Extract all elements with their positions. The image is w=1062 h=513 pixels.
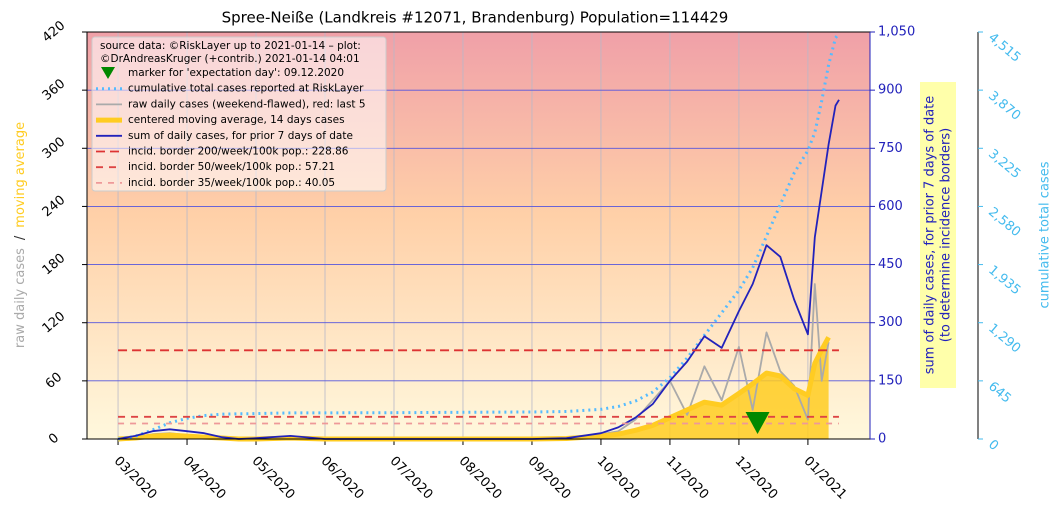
y-tick-label: 120 [40,309,69,336]
y2-tick-label: 600 [878,199,903,214]
y2-tick-label: 750 [878,141,903,156]
legend-label: sum of daily cases, for prior 7 days of … [128,130,353,142]
y3-tick-label: 3,225 [985,147,1023,182]
x-tick-label: 03/2020 [111,454,160,503]
chart-title: Spree-Neiße (Landkreis #12071, Brandenbu… [222,9,729,27]
y2-axis-label: (to determine incidence borders) [939,128,954,343]
y2-axis-label: sum of daily cases, for prior 7 days of … [923,96,938,375]
y3-axis-label: cumulative total cases [1038,161,1053,308]
y-tick-label: 60 [43,370,65,392]
expectation-marker [745,412,770,434]
y-tick-label: 300 [40,135,69,162]
y3-tick-label: 1,290 [985,321,1023,356]
y3-tick-label: 1,935 [985,263,1023,298]
y-tick-label: 180 [40,251,69,278]
y2-tick-label: 150 [878,373,903,388]
y-tick-label: 240 [40,193,69,220]
legend-label: centered moving average, 14 days cases [128,114,345,126]
legend: source data: ©RiskLayer up to 2021-01-14… [91,36,387,192]
y2-label-box [920,82,956,388]
x-tick-label: 09/2020 [525,454,574,503]
legend-box [91,36,387,192]
y-axis-label: raw daily cases / moving average [13,122,28,348]
legend-label: incid. border 35/week/100k pop.: 40.05 [128,177,335,189]
x-tick-label: 07/2020 [387,454,436,503]
legend-label: marker for 'expectation day': 09.12.2020 [128,67,344,79]
x-tick-label: 06/2020 [318,454,367,503]
x-tick-label: 01/2021 [801,454,850,503]
legend-label: incid. border 200/week/100k pop.: 228.86 [128,146,349,158]
y3-tick-label: 645 [985,379,1014,406]
series-line [117,32,841,441]
x-tick-label: 08/2020 [456,454,505,503]
y3-tick-label: 3,870 [985,88,1023,123]
y-label-raw: raw daily cases [13,248,28,348]
y-label-sep: / [13,235,28,240]
x-tick-label: 12/2020 [732,454,781,503]
y-label-ma: moving average [13,122,28,228]
y3-tick-label: 2,580 [985,205,1023,240]
x-tick-label: 04/2020 [180,454,229,503]
legend-label: incid. border 50/week/100k pop.: 57.21 [128,161,335,173]
legend-marker-symbol [101,67,115,79]
y2-tick-label: 300 [878,315,903,330]
y3-tick-label: 4,515 [985,30,1023,65]
y2-tick-label: 900 [878,83,903,98]
y-tick-label: 360 [40,76,69,103]
legend-label: raw daily cases (weekend-flawed), red: l… [128,98,366,110]
x-tick-label: 11/2020 [663,454,712,503]
y-tick-label: 420 [40,18,69,45]
legend-source: source data: ©RiskLayer up to 2021-01-14… [100,40,361,52]
y-tick-label: 0 [46,431,62,448]
y3-tick-label: 0 [985,437,1001,454]
y2-tick-label: 450 [878,257,903,272]
x-tick-label: 05/2020 [249,454,298,503]
y2-tick-label: 1,050 [878,25,915,40]
legend-source: ©DrAndreasKruger (+contrib.) 2021-01-14 … [100,53,360,65]
x-tick-label: 10/2020 [594,454,643,503]
legend-label: cumulative total cases reported at RiskL… [128,83,364,95]
y2-tick-label: 0 [878,432,886,447]
series-line [117,99,840,440]
